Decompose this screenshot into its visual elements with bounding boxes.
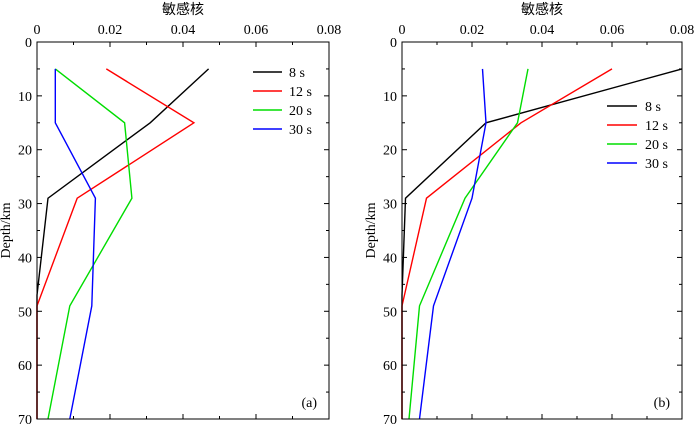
panel-label: (b) (654, 396, 671, 411)
x-tick-label: 0 (399, 23, 406, 38)
y-tick-label: 50 (383, 305, 397, 320)
y-tick-label: 10 (383, 90, 397, 105)
series-line-12s (401, 68, 613, 419)
x-tick-label: 0.04 (171, 23, 196, 38)
axis-title: 敏感核 (521, 1, 563, 18)
legend-label: 12 s (289, 85, 312, 100)
axis-title: 敏感核 (162, 1, 204, 18)
x-tick-label: 0.06 (600, 23, 625, 38)
legend-label: 30 s (289, 123, 312, 138)
series-line-30s (418, 68, 487, 420)
series-line-20s (47, 68, 133, 420)
y-tick-label: 70 (383, 413, 397, 428)
x-tick-label: 0.08 (317, 23, 342, 38)
y-tick-label: 40 (18, 251, 32, 266)
y-tick-label: 20 (383, 144, 397, 159)
legend-label: 20 s (645, 138, 668, 153)
series-line-12s (36, 68, 196, 419)
x-tick-label: 0.02 (98, 23, 123, 38)
series-line-8s (401, 68, 683, 419)
y-axis-label: Depth/km (0, 202, 14, 258)
x-tick-label: 0.04 (530, 23, 555, 38)
series-line-30s (54, 68, 97, 420)
y-tick-label: 30 (383, 198, 397, 213)
legend-label: 30 s (645, 157, 668, 172)
y-tick-label: 50 (18, 305, 32, 320)
x-tick-label: 0.08 (670, 23, 695, 38)
x-tick-label: 0 (34, 23, 41, 38)
legend-label: 12 s (645, 119, 668, 134)
legend-label: 8 s (289, 66, 305, 81)
legend-label: 20 s (289, 104, 312, 119)
y-tick-label: 40 (383, 251, 397, 266)
y-tick-label: 0 (25, 36, 32, 51)
y-tick-label: 60 (18, 359, 32, 374)
panel-label: (a) (301, 396, 317, 411)
y-tick-label: 10 (18, 90, 32, 105)
y-tick-label: 20 (18, 144, 32, 159)
y-tick-label: 0 (390, 36, 397, 51)
y-tick-label: 60 (383, 359, 397, 374)
chart-panel-b: 0 0.02 0.04 0.06 0.08 0 10 20 30 40 50 60 70 敏感核 Depth… (364, 1, 694, 428)
y-tick-label: 70 (18, 413, 32, 428)
legend-label: 8 s (645, 100, 661, 115)
series-line-20s (408, 68, 529, 420)
plot-frame (401, 41, 683, 420)
y-tick-label: 30 (18, 198, 32, 213)
y-axis-label: Depth/km (364, 202, 379, 258)
x-tick-label: 0.06 (244, 23, 269, 38)
x-tick-label: 0.02 (460, 23, 485, 38)
chart-panel-a: 0 0.02 0.04 0.06 0.08 0 10 20 30 40 50 60 70 敏感核 Depth… (0, 1, 341, 428)
